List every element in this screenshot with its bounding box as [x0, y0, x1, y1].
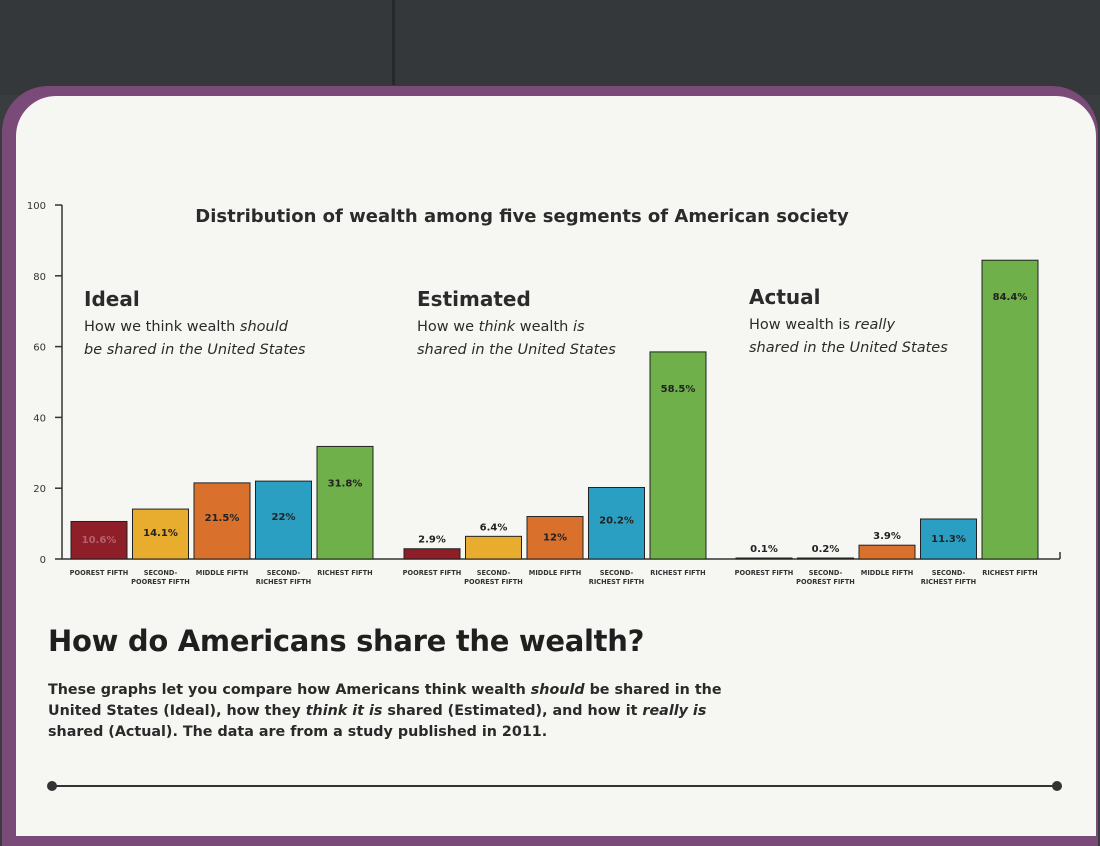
bar-value-label: 11.3%	[931, 534, 966, 545]
x-category-label: SECOND-	[600, 569, 634, 577]
x-category-label: MIDDLE FIFTH	[196, 569, 248, 577]
bar-actual-2	[797, 557, 854, 560]
x-category-label: POOREST FIFTH	[735, 569, 794, 577]
bar-value-label: 6.4%	[480, 522, 508, 533]
bar-value-label: 3.9%	[873, 531, 901, 542]
bar-value-label: 0.2%	[812, 544, 840, 555]
bar-ideal-4	[255, 480, 312, 560]
group-title: Actual	[749, 285, 820, 309]
x-category-label: RICHEST FIFTH	[589, 578, 644, 586]
group-subtitle-part: wealth	[515, 319, 573, 335]
bar-ideal-5	[316, 445, 374, 560]
x-category-label: SECOND-	[932, 569, 966, 577]
bar-estimated-5	[649, 351, 707, 560]
group-subtitle: How wealth is really	[749, 317, 895, 333]
page-heading: How do Americans share the wealth?	[48, 624, 645, 658]
group-subtitle: How we think wealth should	[84, 319, 289, 335]
x-category-label: POOREST FIFTH	[131, 578, 190, 586]
x-category-label: SECOND-	[267, 569, 301, 577]
y-tick-label: 20	[33, 484, 46, 495]
wall-background	[0, 0, 1100, 95]
divider-endpoint-left	[47, 781, 57, 791]
description-part: shared (Estimated), and how it	[382, 703, 643, 719]
y-tick-label: 80	[33, 272, 46, 283]
x-category-label: POOREST FIFTH	[403, 569, 462, 577]
group-subtitle-part: How we	[417, 319, 479, 335]
x-category-label: POOREST FIFTH	[796, 578, 855, 586]
bar-estimated-2	[465, 535, 522, 560]
y-tick-label: 100	[27, 201, 46, 212]
x-category-label: POOREST FIFTH	[70, 569, 129, 577]
group-subtitle-emphasis: think	[479, 319, 516, 335]
group-subtitle-emphasis: really	[855, 317, 896, 333]
group-subtitle-part: How wealth is	[749, 317, 855, 333]
group-subtitle-emphasis: shared in the United States	[417, 342, 616, 358]
bar-value-label: 20.2%	[599, 516, 634, 527]
description-text: These graphs let you compare how America…	[48, 680, 748, 743]
x-category-label: RICHEST FIFTH	[650, 569, 705, 577]
divider-line	[52, 785, 1056, 787]
bar-actual-5	[981, 259, 1039, 560]
bar-estimated-1	[403, 548, 461, 560]
group-subtitle: shared in the United States	[417, 342, 616, 358]
y-tick-label: 0	[40, 555, 46, 566]
bar-value-label: 10.6%	[82, 535, 117, 546]
y-tick-label: 60	[33, 343, 46, 354]
description-emphasis: think it is	[305, 703, 383, 719]
x-category-label: MIDDLE FIFTH	[529, 569, 581, 577]
x-category-label: SECOND-	[809, 569, 843, 577]
divider-endpoint-right	[1052, 781, 1062, 791]
description-part: shared (Actual). The data are from a stu…	[48, 724, 548, 740]
group-subtitle-emphasis: be shared in the United States	[84, 342, 306, 358]
bar-value-label: 22%	[272, 512, 296, 523]
y-tick-label: 40	[33, 413, 46, 424]
x-category-label: RICHEST FIFTH	[317, 569, 372, 577]
bar-ideal-2	[132, 508, 189, 560]
x-category-label: MIDDLE FIFTH	[861, 569, 913, 577]
bar-ideal-3	[193, 482, 251, 560]
description-part: be shared in the United States (Ideal), …	[48, 682, 722, 719]
group-subtitle: shared in the United States	[749, 340, 948, 356]
group-subtitle-emphasis: shared in the United States	[749, 340, 948, 356]
group-title: Ideal	[84, 287, 140, 311]
description-part: These graphs let you compare how America…	[48, 682, 531, 698]
group-subtitle: be shared in the United States	[84, 342, 306, 358]
bar-estimated-3	[526, 516, 584, 560]
group-subtitle-emphasis: should	[240, 319, 289, 335]
x-category-label: RICHEST FIFTH	[921, 578, 976, 586]
bar-value-label: 2.9%	[418, 535, 446, 546]
group-subtitle: How we think wealth is	[417, 319, 585, 335]
x-category-label: SECOND-	[144, 569, 178, 577]
description-emphasis: really is	[642, 703, 707, 719]
bar-actual-4	[920, 518, 977, 560]
bar-estimated-4	[588, 486, 645, 560]
x-category-label: POOREST FIFTH	[464, 578, 523, 586]
wall-seam	[392, 0, 395, 85]
group-subtitle-emphasis: is	[573, 319, 585, 335]
sign-panel	[16, 96, 1096, 836]
bar-value-label: 0.1%	[750, 544, 778, 555]
group-subtitle-part: How we think wealth	[84, 319, 240, 335]
x-category-label: SECOND-	[477, 569, 511, 577]
bar-value-label: 58.5%	[661, 384, 696, 395]
bar-actual-1	[735, 557, 793, 560]
bar-value-label: 84.4%	[993, 292, 1028, 303]
bar-actual-3	[858, 544, 916, 560]
bar-value-label: 21.5%	[205, 513, 240, 524]
chart-title: Distribution of wealth among five segmen…	[195, 206, 849, 227]
bar-ideal-1	[70, 520, 128, 560]
x-category-label: RICHEST FIFTH	[982, 569, 1037, 577]
description-emphasis: should	[530, 682, 585, 698]
wealth-distribution-chart: 0 20 40 60 80 100 Distribution of wealth among…	[27, 201, 1061, 586]
bar-value-label: 12%	[543, 532, 567, 543]
group-title: Estimated	[417, 287, 531, 311]
bar-value-label: 31.8%	[328, 478, 363, 489]
x-category-label: RICHEST FIFTH	[256, 578, 311, 586]
bar-value-label: 14.1%	[143, 528, 178, 539]
